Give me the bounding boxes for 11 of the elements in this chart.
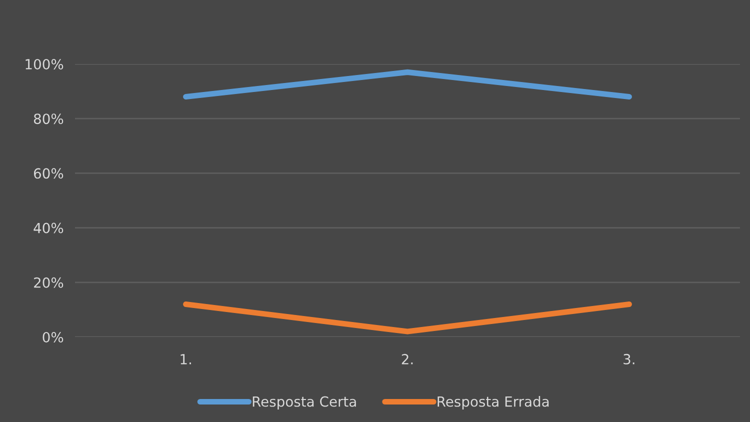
legend-label: Resposta Certa (252, 396, 356, 410)
y-tick-label: 100% (26, 58, 64, 70)
y-tick-label: 0% (42, 332, 64, 342)
x-tick-label: 3. (624, 354, 634, 364)
y-tick-label: 40% (34, 222, 64, 234)
y-tick-label: 80% (34, 114, 64, 124)
x-tick-label: 1. (180, 354, 191, 364)
y-tick-label: 20% (34, 277, 64, 288)
legend-label: Resposta Errada (438, 396, 549, 410)
x-tick-label: 2. (402, 354, 413, 364)
y-tick-label: 60% (34, 168, 64, 179)
